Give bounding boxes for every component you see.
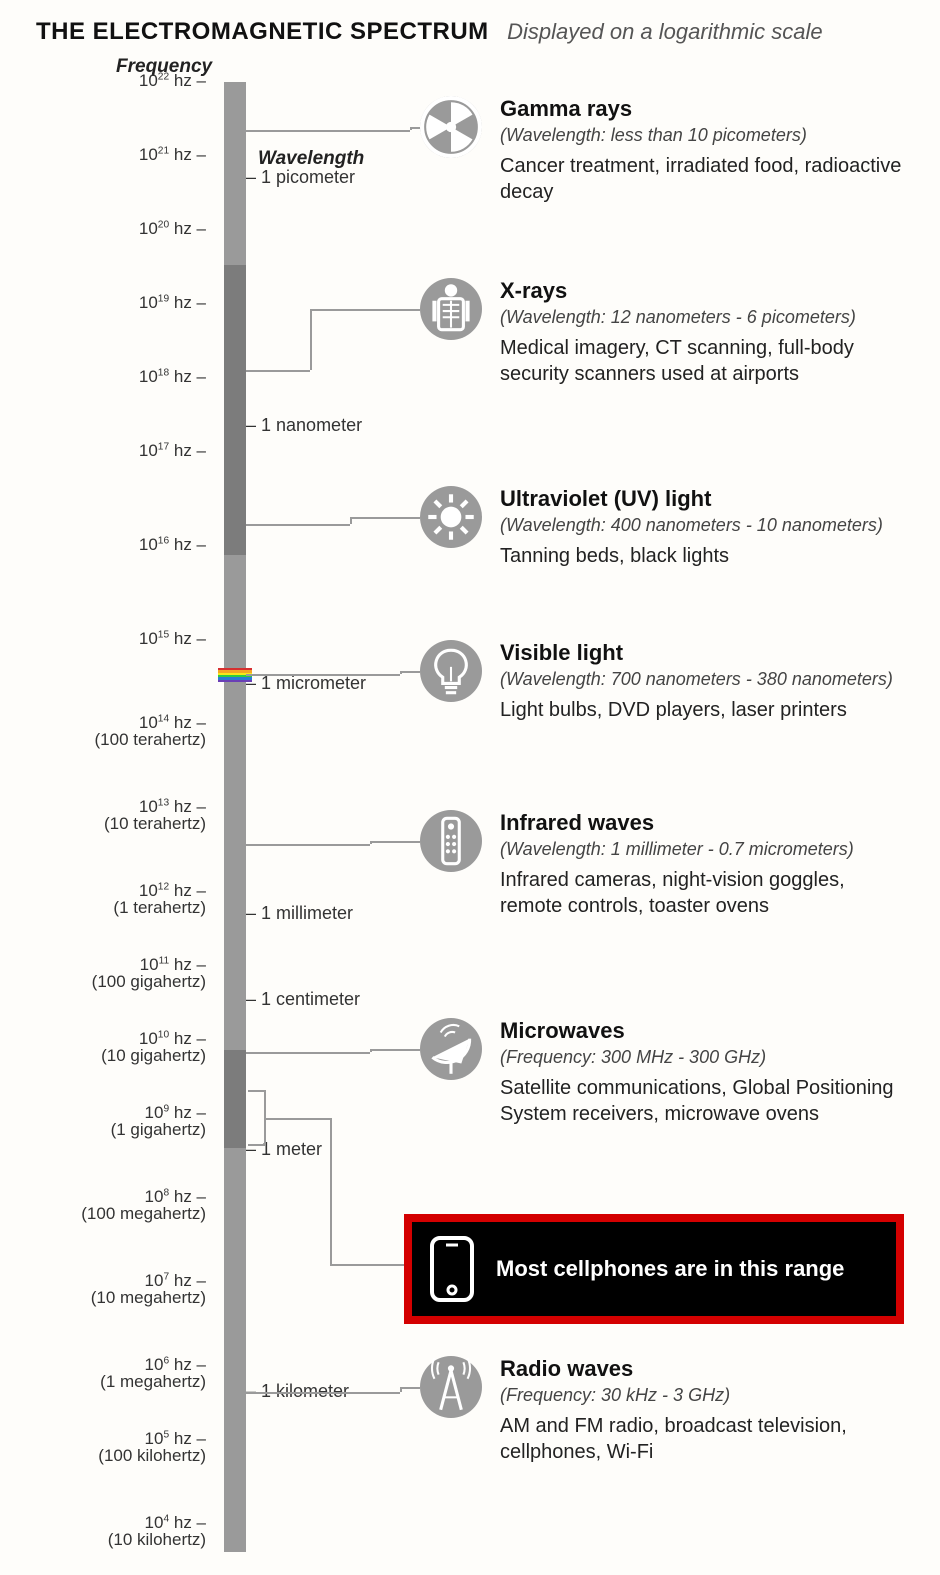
em-spectrum-infographic: THE ELECTROMAGNETIC SPECTRUM Displayed o… bbox=[0, 0, 940, 1575]
connector-line bbox=[246, 1052, 370, 1054]
connector-line bbox=[410, 127, 420, 129]
bulb-icon bbox=[420, 640, 482, 702]
category-wavelength: (Wavelength: 1 millimeter - 0.7 micromet… bbox=[500, 838, 910, 861]
freq-tick: 1016 hz – bbox=[6, 536, 206, 553]
freq-tick: 106 hz –(1 megahertz) bbox=[6, 1356, 206, 1392]
freq-tick: 1010 hz –(10 gigahertz) bbox=[6, 1030, 206, 1066]
cellphone-callout: Most cellphones are in this range bbox=[404, 1214, 904, 1324]
freq-tick: 1022 hz – bbox=[6, 72, 206, 89]
category-title: Infrared waves bbox=[500, 810, 910, 836]
freq-tick: 108 hz –(100 megahertz) bbox=[6, 1188, 206, 1224]
callout-text: Most cellphones are in this range bbox=[496, 1255, 844, 1284]
tower-icon bbox=[420, 1356, 482, 1418]
xray-icon bbox=[420, 278, 482, 340]
freq-tick: 1015 hz – bbox=[6, 630, 206, 647]
connector-line bbox=[400, 671, 420, 673]
dish-icon bbox=[420, 1018, 482, 1080]
wavelength-tick: – 1 centimeter bbox=[246, 989, 360, 1010]
connector-line bbox=[330, 1264, 404, 1266]
category-description: Tanning beds, black lights bbox=[500, 543, 910, 569]
freq-tick: 107 hz –(10 megahertz) bbox=[6, 1272, 206, 1308]
connector-line bbox=[330, 1118, 332, 1264]
category-entry: Microwaves(Frequency: 300 MHz - 300 GHz)… bbox=[500, 1018, 910, 1127]
connector-line bbox=[246, 370, 310, 372]
wavelength-tick: – 1 picometer bbox=[246, 167, 355, 188]
cellphone-range-bracket bbox=[248, 1090, 266, 1146]
category-description: Infrared cameras, night-vision goggles, … bbox=[500, 867, 910, 919]
category-description: Satellite communications, Global Positio… bbox=[500, 1075, 910, 1127]
freq-tick: 1014 hz –(100 terahertz) bbox=[6, 714, 206, 750]
connector-line bbox=[400, 1387, 420, 1389]
category-title: Ultraviolet (UV) light bbox=[500, 486, 910, 512]
freq-tick: 1021 hz – bbox=[6, 146, 206, 163]
freq-tick: 1019 hz – bbox=[6, 294, 206, 311]
spectrum-bar-dark-segment bbox=[224, 1050, 246, 1148]
freq-tick: 1017 hz – bbox=[6, 442, 206, 459]
category-wavelength: (Frequency: 30 kHz - 3 GHz) bbox=[500, 1384, 910, 1407]
category-entry: Gamma rays(Wavelength: less than 10 pico… bbox=[500, 96, 910, 205]
category-wavelength: (Wavelength: 700 nanometers - 380 nanome… bbox=[500, 668, 910, 691]
radioactive-icon bbox=[420, 96, 482, 158]
connector-line bbox=[266, 1118, 330, 1120]
category-wavelength: (Frequency: 300 MHz - 300 GHz) bbox=[500, 1046, 910, 1069]
freq-tick: 1020 hz – bbox=[6, 220, 206, 237]
wavelength-tick: – 1 nanometer bbox=[246, 415, 362, 436]
category-title: X-rays bbox=[500, 278, 910, 304]
connector-line bbox=[370, 841, 420, 843]
category-description: Medical imagery, CT scanning, full-body … bbox=[500, 335, 910, 387]
connector-line bbox=[246, 674, 400, 676]
category-title: Radio waves bbox=[500, 1356, 910, 1382]
connector-line bbox=[246, 524, 350, 526]
freq-tick: 105 hz –(100 kilohertz) bbox=[6, 1430, 206, 1466]
phone-icon bbox=[430, 1236, 474, 1302]
freq-tick: 1012 hz –(1 terahertz) bbox=[6, 882, 206, 918]
category-entry: X-rays(Wavelength: 12 nanometers - 6 pic… bbox=[500, 278, 910, 387]
freq-tick: 1011 hz –(100 gigahertz) bbox=[6, 956, 206, 992]
freq-tick: 109 hz –(1 gigahertz) bbox=[6, 1104, 206, 1140]
category-entry: Ultraviolet (UV) light(Wavelength: 400 n… bbox=[500, 486, 910, 569]
connector-line bbox=[370, 1049, 420, 1051]
subtitle: Displayed on a logarithmic scale bbox=[507, 19, 823, 44]
category-wavelength: (Wavelength: less than 10 picometers) bbox=[500, 124, 910, 147]
connector-line bbox=[246, 844, 370, 846]
connector-line bbox=[310, 309, 420, 311]
category-entry: Radio waves(Frequency: 30 kHz - 3 GHz) AM… bbox=[500, 1356, 910, 1465]
spectrum-bar-dark-segment bbox=[224, 265, 246, 555]
freq-tick: 1013 hz –(10 terahertz) bbox=[6, 798, 206, 834]
category-wavelength: (Wavelength: 12 nanometers - 6 picometer… bbox=[500, 306, 910, 329]
title: THE ELECTROMAGNETIC SPECTRUM bbox=[36, 18, 489, 45]
remote-icon bbox=[420, 810, 482, 872]
category-description: Cancer treatment, irradiated food, radio… bbox=[500, 153, 910, 205]
category-title: Microwaves bbox=[500, 1018, 910, 1044]
wavelength-tick: – 1 micrometer bbox=[246, 673, 366, 694]
category-wavelength: (Wavelength: 400 nanometers - 10 nanomet… bbox=[500, 514, 910, 537]
category-entry: Visible light(Wavelength: 700 nanometers… bbox=[500, 640, 910, 723]
connector-line bbox=[310, 309, 312, 370]
category-title: Gamma rays bbox=[500, 96, 910, 122]
connector-line bbox=[350, 517, 420, 519]
category-entry: Infrared waves(Wavelength: 1 millimeter … bbox=[500, 810, 910, 919]
title-row: THE ELECTROMAGNETIC SPECTRUM Displayed o… bbox=[36, 18, 823, 46]
connector-line bbox=[246, 1392, 400, 1394]
category-description: AM and FM radio, broadcast television, c… bbox=[500, 1413, 910, 1465]
wavelength-tick: – 1 millimeter bbox=[246, 903, 353, 924]
category-title: Visible light bbox=[500, 640, 910, 666]
sun-icon bbox=[420, 486, 482, 548]
freq-tick: 1018 hz – bbox=[6, 368, 206, 385]
category-description: Light bulbs, DVD players, laser printers bbox=[500, 697, 910, 723]
connector-line bbox=[246, 130, 410, 132]
freq-tick: 104 hz –(10 kilohertz) bbox=[6, 1514, 206, 1550]
